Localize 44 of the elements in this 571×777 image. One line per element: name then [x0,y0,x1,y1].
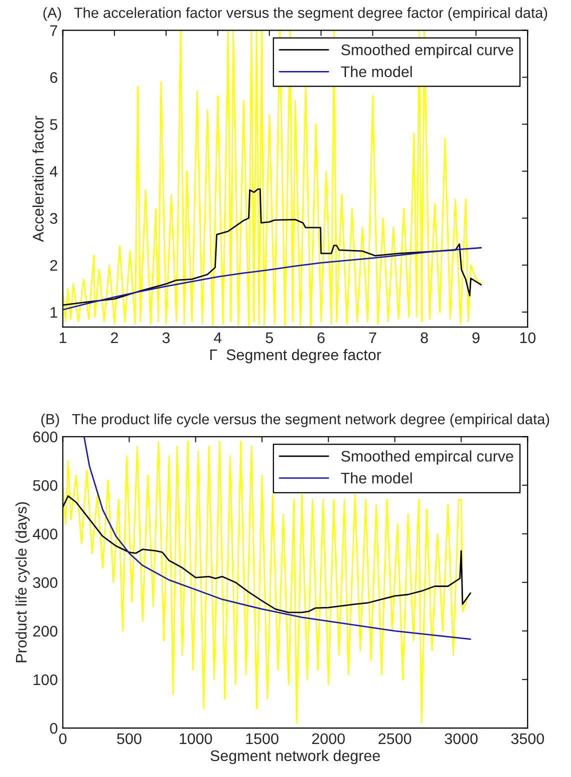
x-axis-title: Γ Segment degree factor [210,349,382,364]
x-tick-label: 2000 [312,733,345,744]
x-tick-label: 8 [420,332,428,344]
y-tick-label: 7 [50,25,58,36]
x-tick-label: 5 [266,332,273,344]
y-tick-label: 200 [33,626,58,637]
y-axis-title: Acceleration factor [32,116,44,242]
y-tick-label: 5 [50,119,58,130]
x-tick-label: 10 [520,332,536,344]
x-tick-label: 3500 [511,733,544,744]
x-tick-label: 500 [117,733,142,744]
y-tick-label: 3 [50,213,58,224]
y-tick-label: 400 [32,528,58,540]
x-tick-label: 2500 [378,733,412,744]
chart-title: (A) The acceleration factor versus the segment degree factor (empirical data) [43,7,548,21]
legend-label: The model [340,472,412,484]
x-tick-label: 3 [162,332,170,344]
line-series [83,436,472,640]
y-tick-label: 4 [50,166,58,177]
y-tick-label: 100 [34,674,58,686]
y-tick-label: 6 [50,72,58,83]
y-tick-label: 600 [33,432,58,442]
y-tick-label: 300 [33,577,58,588]
legend-label: Smoothed empircal curve [341,44,514,58]
x-tick-label: 1 [60,332,66,344]
line-series [62,247,482,310]
x-tick-label: 2 [110,332,118,344]
y-tick-label: 500 [33,480,58,491]
x-tick-label: 0 [59,733,66,744]
y-tick-label: 2 [50,260,58,271]
x-tick-label: 9 [472,332,480,344]
y-axis-title: Product life cycle (days) [15,502,30,662]
legend-label: Smoothed empircal curve [341,450,514,465]
x-tick-label: 7 [369,332,376,344]
x-axis-title: Segment network degree [210,750,380,764]
x-tick-label: 1500 [246,733,278,744]
x-tick-label: 3000 [444,733,478,744]
chart-title: (B) The product life cycle versus the segment network degree (empirical data) [41,414,550,428]
y-tick-label: 1 [50,307,58,318]
x-tick-label: 6 [318,332,325,344]
y-tick-label: 0 [50,722,58,734]
legend-label: The model [340,66,412,78]
x-tick-label: 4 [214,332,222,344]
x-tick-label: 1000 [180,733,212,744]
